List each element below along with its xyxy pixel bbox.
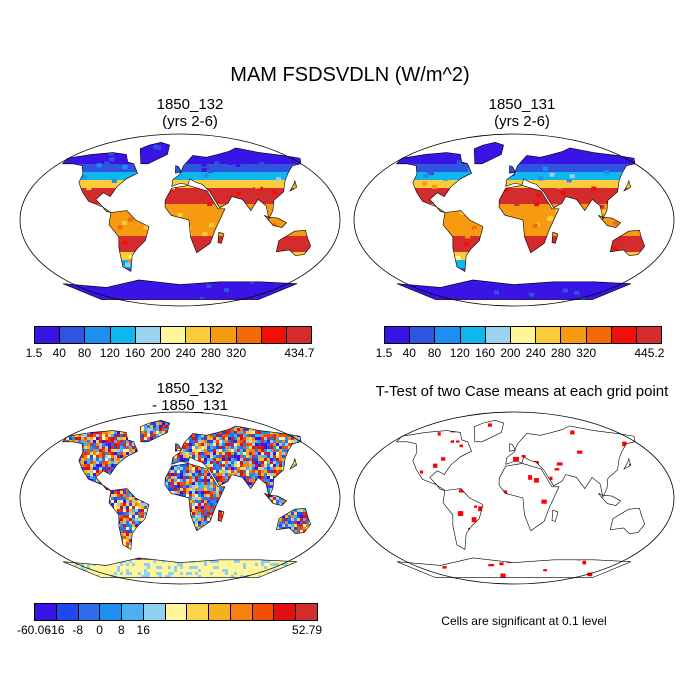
colorbar-swatch [385,327,411,343]
colorbar-tick-label: 434.7 [284,346,315,360]
colorbar-swatch [186,327,212,343]
colorbar-top-left [34,326,312,344]
colorbar-bottom-left [34,603,318,621]
colorbar-swatch [85,327,111,343]
colorbar-swatch [100,604,123,620]
colorbar-swatch [252,604,275,620]
colorbar-swatch [561,327,587,343]
colorbar-swatch [35,327,61,343]
colorbar-swatch [611,327,637,343]
significance-note: Cells are significant at 0.1 level [441,614,607,628]
colorbar-swatch [187,604,210,620]
colorbar-swatch [56,604,79,620]
colorbar-tick-label: 1.5 [375,346,393,360]
colorbar-swatch [274,604,297,620]
colorbar-swatch [636,327,662,343]
colorbar-swatch [586,327,612,343]
colorbar-tick-label: 52.79 [292,623,323,637]
map-top-left [19,133,341,307]
colorbar-tick-label: 200 [150,346,171,360]
colorbar-tick-label: -8 [72,623,84,637]
colorbar-tick-label: 320 [226,346,247,360]
panel-title-line2: (yrs 2-6) [162,113,218,130]
colorbar-swatch [211,327,237,343]
colorbar-tick-label: 280 [550,346,571,360]
colorbar-swatch [286,327,312,343]
panel-title-top-left: 1850_132 (yrs 2-6) [40,96,340,130]
colorbar-tick-label: 1.5 [25,346,43,360]
colorbar-tick-label: 40 [52,346,66,360]
colorbar-tick-label: 80 [427,346,442,360]
colorbar-swatch [460,327,486,343]
colorbar-swatch [435,327,461,343]
colorbar-labels-top-right: 1.5 40 80 120 160 200 240 280 320 445.2 [376,346,665,360]
colorbar-tick-label: 445.2 [634,346,665,360]
colorbar-swatch [510,327,537,343]
colorbar-swatch [60,327,86,343]
colorbar-swatch [143,604,166,620]
colorbar-swatch [209,604,231,620]
panel-title-line1: 1850_132 [156,96,224,113]
colorbar-tick-label: 200 [500,346,521,360]
colorbar-tick-label: 160 [125,346,146,360]
colorbar-tick-label: 240 [175,346,196,360]
colorbar-tick-label: 0 [96,623,103,637]
panel-title-line1: 1850_132 [156,380,224,397]
colorbar-swatch [230,604,253,620]
colorbar-swatch [296,604,317,620]
colorbar-swatch [485,327,511,343]
colorbar-swatch [165,604,188,620]
colorbar-tick-label: 40 [402,346,416,360]
main-title: MAM FSDSVDLN (W/m^2) [230,64,470,86]
panel-title-bottom-left: 1850_132 - 1850_131 [40,380,340,414]
map-bottom-left [19,411,341,585]
colorbar-swatch [110,327,136,343]
panel-title-line1: 1850_131 [488,96,556,113]
colorbar-labels-bottom-left: -60.06 -16 -8 0 8 16 52.79 [17,623,322,637]
panel-title-line2: (yrs 2-6) [494,113,550,130]
panel-title-line2: - 1850_131 [152,397,228,414]
colorbar-labels-top-left: 1.5 40 80 120 160 200 240 280 320 434.7 [26,346,315,360]
colorbar-top-right [384,326,662,344]
colorbar-tick-label: 320 [576,346,597,360]
colorbar-swatch [35,604,57,620]
panel-title-top-right: 1850_131 (yrs 2-6) [372,96,672,130]
map-top-right [353,133,675,307]
colorbar-swatch [236,327,262,343]
colorbar-swatch [261,327,287,343]
colorbar-tick-label: -60.06 [16,623,52,637]
colorbar-swatch [122,604,144,620]
map-bottom-right [353,411,675,585]
colorbar-swatch [536,327,562,343]
colorbar-tick-label: 280 [200,346,221,360]
colorbar-tick-label: 160 [475,346,496,360]
colorbar-tick-label: 80 [77,346,92,360]
colorbar-swatch [78,604,101,620]
colorbar-swatch [160,327,187,343]
colorbar-tick-label: 16 [136,623,150,637]
panel-title-bottom-right: T-Test of two Case means at each grid po… [375,383,669,400]
colorbar-tick-label: -16 [47,623,65,637]
colorbar-tick-label: 120 [449,346,470,360]
colorbar-swatch [135,327,161,343]
colorbar-tick-label: 8 [118,623,125,637]
colorbar-swatch [410,327,436,343]
colorbar-tick-label: 120 [99,346,120,360]
colorbar-tick-label: 240 [525,346,546,360]
